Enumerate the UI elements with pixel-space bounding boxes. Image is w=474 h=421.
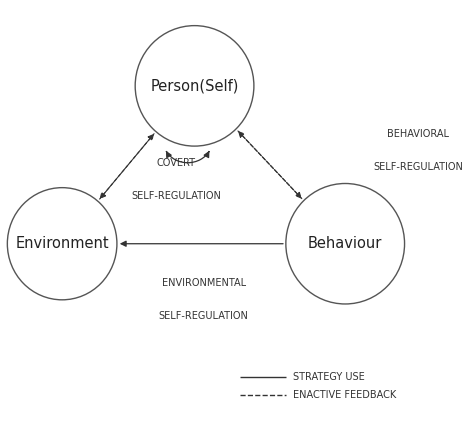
Text: Person(Self): Person(Self) (150, 78, 239, 93)
Text: Environment: Environment (15, 236, 109, 251)
Text: ENACTIVE FEEDBACK: ENACTIVE FEEDBACK (293, 390, 396, 400)
Text: BEHAVIORAL

SELF-REGULATION: BEHAVIORAL SELF-REGULATION (374, 129, 463, 172)
Text: ENVIRONMENTAL

SELF-REGULATION: ENVIRONMENTAL SELF-REGULATION (159, 278, 248, 321)
Text: COVERT

SELF-REGULATION: COVERT SELF-REGULATION (131, 158, 221, 201)
Text: Behaviour: Behaviour (308, 236, 383, 251)
Text: STRATEGY USE: STRATEGY USE (293, 372, 365, 382)
